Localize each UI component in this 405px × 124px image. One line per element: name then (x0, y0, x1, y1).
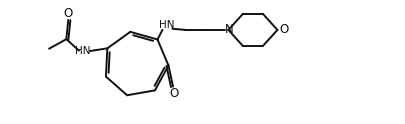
Text: O: O (64, 7, 73, 20)
Text: HN: HN (159, 20, 175, 30)
Text: N: N (224, 23, 233, 36)
Text: O: O (279, 23, 288, 36)
Text: O: O (169, 87, 178, 100)
Text: HN: HN (75, 46, 90, 56)
